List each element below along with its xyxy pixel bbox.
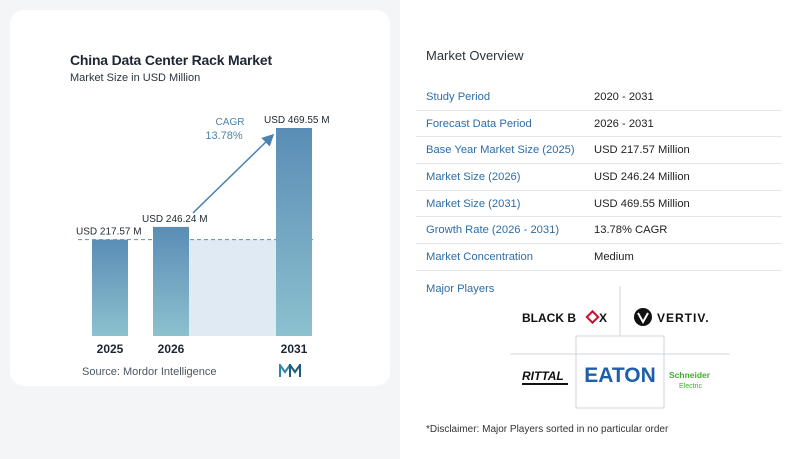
overview-value: Medium bbox=[594, 250, 634, 263]
mordor-logo-icon bbox=[279, 364, 301, 377]
data-label: USD 469.55 M bbox=[264, 115, 330, 126]
overview-label: Market Size (2031) bbox=[426, 197, 521, 210]
overview-value: 2020 - 2031 bbox=[594, 90, 654, 103]
overview-value: 2026 - 2031 bbox=[594, 117, 654, 130]
overview-value: USD 217.57 Million bbox=[594, 144, 690, 157]
x-tick-label: 2026 bbox=[158, 342, 185, 356]
bar bbox=[153, 226, 189, 336]
svg-text:VERTIV.: VERTIV. bbox=[657, 311, 710, 325]
overview-row: Market Concentration Medium bbox=[416, 244, 782, 271]
data-label: USD 217.57 M bbox=[76, 227, 142, 238]
overview-label: Market Size (2026) bbox=[426, 170, 521, 183]
major-players-title: Major Players bbox=[426, 283, 495, 295]
overview-value: USD 469.55 Million bbox=[594, 197, 690, 210]
svg-text:X: X bbox=[599, 311, 607, 325]
svg-text:EATON: EATON bbox=[584, 364, 656, 387]
cagr-value: 13.78% bbox=[205, 130, 243, 142]
cagr-label: CAGR bbox=[216, 117, 245, 128]
overview-row: Base Year Market Size (2025) USD 217.57 … bbox=[416, 137, 782, 165]
overview-label: Forecast Data Period bbox=[426, 117, 532, 130]
x-tick-label: 2025 bbox=[97, 342, 124, 356]
overview-value: 13.78% CAGR bbox=[594, 224, 668, 237]
major-players-grid: BLACK B X VERTIV. RITTAL EATON Schneider… bbox=[510, 286, 730, 409]
bar bbox=[92, 239, 128, 336]
svg-text:BLACK B: BLACK B bbox=[522, 311, 576, 325]
overview-row: Study Period 2020 - 2031 bbox=[416, 84, 782, 111]
svg-text:RITTAL: RITTAL bbox=[522, 369, 564, 383]
overview-title: Market Overview bbox=[426, 48, 524, 63]
overview-row: Market Size (2026) USD 246.24 Million bbox=[416, 164, 782, 191]
chart-subtitle: Market Size in USD Million bbox=[70, 72, 201, 84]
overview-value: USD 246.24 Million bbox=[594, 170, 690, 183]
svg-text:Electric: Electric bbox=[679, 383, 702, 390]
rittal-logo: RITTAL bbox=[522, 369, 568, 385]
overview-label: Base Year Market Size (2025) bbox=[426, 144, 575, 157]
overview-label: Study Period bbox=[426, 90, 491, 103]
x-tick-label: 2031 bbox=[281, 342, 308, 356]
overview-label: Growth Rate (2026 - 2031) bbox=[426, 224, 560, 237]
eaton-logo: EATON bbox=[584, 364, 656, 387]
overview-table: Study Period 2020 - 2031 Forecast Data P… bbox=[416, 84, 782, 271]
overview-label: Market Concentration bbox=[426, 250, 533, 263]
disclaimer-text: *Disclaimer: Major Players sorted in no … bbox=[426, 424, 669, 435]
chart-title: China Data Center Rack Market bbox=[70, 52, 272, 68]
cagr-arrow bbox=[192, 133, 275, 214]
schneider-logo: Schneider Electric bbox=[669, 370, 711, 390]
overview-row: Market Size (2031) USD 469.55 Million bbox=[416, 191, 782, 218]
bar bbox=[276, 128, 312, 336]
bar-chart: USD 217.57 M 2025 USD 246.24 M 2026 USD 469.… bbox=[76, 115, 330, 356]
vertiv-logo: VERTIV. bbox=[634, 308, 710, 326]
blackbox-logo: BLACK B X bbox=[522, 309, 607, 325]
source-text: Source: Mordor Intelligence bbox=[82, 366, 217, 378]
overview-row: Forecast Data Period 2026 - 2031 bbox=[416, 111, 782, 138]
overview-row: Growth Rate (2026 - 2031) 13.78% CAGR bbox=[416, 217, 782, 245]
data-label: USD 246.24 M bbox=[142, 214, 208, 225]
svg-text:Schneider: Schneider bbox=[669, 370, 711, 380]
overview-panel bbox=[400, 0, 800, 459]
